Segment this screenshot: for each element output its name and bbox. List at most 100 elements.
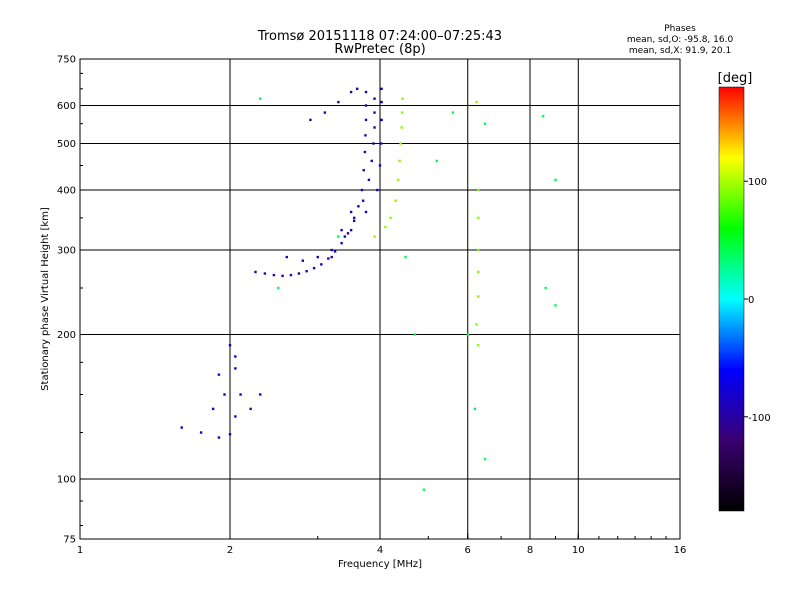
data-point	[364, 104, 368, 107]
data-point	[373, 97, 376, 100]
y-tick-label: 400	[57, 186, 76, 197]
data-point	[259, 393, 262, 396]
y-tick-label: 600	[57, 101, 76, 112]
data-point	[360, 188, 364, 192]
data-point	[352, 216, 356, 220]
data-point	[404, 255, 407, 259]
data-point	[234, 355, 237, 358]
data-point	[399, 142, 402, 145]
data-point	[483, 457, 487, 461]
data-point	[477, 188, 480, 192]
data-point	[239, 393, 242, 396]
data-point	[228, 344, 232, 347]
data-point	[367, 178, 371, 182]
data-point	[379, 142, 383, 145]
data-point	[263, 272, 267, 275]
x-tick-label: 1	[77, 545, 83, 556]
y-tick-label: 75	[63, 535, 76, 546]
data-point	[380, 87, 383, 91]
data-point	[364, 134, 367, 137]
data-point	[309, 118, 312, 122]
data-point	[389, 216, 392, 220]
x-tick-labels: 1 2 4 6 8 10 16	[77, 545, 687, 556]
data-point	[373, 126, 376, 129]
data-point	[400, 126, 403, 129]
phases-o-stats: mean, sd,O: -95.8, 16.0	[627, 35, 734, 45]
data-point	[475, 100, 478, 104]
data-point	[234, 367, 237, 370]
data-point	[180, 426, 183, 429]
phases-x-stats: mean, sd,X: 91.9, 20.1	[629, 46, 731, 56]
x-tick-label: 2	[227, 545, 233, 556]
data-point	[312, 266, 316, 270]
data-point	[228, 432, 232, 436]
data-point	[330, 255, 333, 259]
data-point	[272, 273, 276, 277]
data-point	[330, 248, 333, 252]
data-point	[401, 97, 404, 100]
data-point	[380, 100, 383, 104]
data-point	[373, 235, 376, 238]
data-point	[376, 188, 379, 192]
phases-heading: Phases	[664, 24, 696, 34]
data-point	[413, 333, 417, 336]
data-point	[357, 205, 360, 208]
colorbar-tick-label: 0	[748, 295, 754, 306]
data-point	[466, 333, 469, 336]
y-tick-label: 200	[57, 330, 76, 341]
data-point	[372, 142, 375, 145]
data-point	[281, 274, 284, 278]
axis-ticks	[79, 58, 681, 540]
x-axis-label: Frequency [MHz]	[338, 559, 422, 570]
data-point	[398, 159, 401, 163]
data-point	[301, 259, 305, 262]
data-point	[363, 150, 367, 154]
data-point	[333, 250, 337, 253]
x-tick-label: 10	[572, 545, 585, 556]
data-point	[554, 304, 557, 307]
x-tick-label: 4	[377, 545, 383, 556]
data-point	[380, 118, 383, 122]
data-point	[349, 228, 353, 232]
data-point	[259, 97, 262, 100]
data-point	[349, 90, 353, 94]
colorbar-unit: [deg]	[718, 71, 753, 86]
data-point	[477, 216, 480, 220]
data-point	[544, 286, 547, 290]
data-point	[435, 159, 438, 163]
y-tick-label: 100	[57, 475, 76, 486]
data-point	[349, 210, 353, 214]
data-point	[289, 273, 293, 277]
data-point	[297, 272, 301, 275]
data-point	[362, 168, 365, 172]
data-point	[217, 436, 221, 439]
data-point	[477, 248, 480, 252]
data-point	[422, 488, 426, 491]
data-point	[477, 270, 480, 274]
data-point	[451, 111, 455, 114]
x-tick-label: 16	[674, 545, 687, 556]
data-point	[473, 407, 477, 411]
x-tick-label: 8	[527, 545, 533, 556]
data-point	[217, 373, 221, 376]
data-point	[541, 115, 545, 118]
data-point	[364, 210, 368, 214]
data-point	[337, 235, 340, 238]
data-point	[234, 415, 237, 418]
colorbar-tick-label: -100	[748, 413, 771, 424]
data-point	[305, 270, 308, 273]
data-point	[327, 257, 330, 260]
colorbar	[718, 86, 745, 512]
data-point	[483, 122, 487, 125]
data-point	[337, 100, 340, 104]
colorbar-ticks: 100 0 -100	[744, 177, 771, 424]
data-point	[384, 225, 387, 229]
data-point	[361, 199, 365, 202]
data-point	[223, 393, 226, 396]
data-point	[346, 232, 350, 235]
data-point	[364, 90, 368, 94]
data-point	[340, 241, 343, 245]
data-points	[180, 87, 557, 491]
data-point	[554, 178, 557, 182]
